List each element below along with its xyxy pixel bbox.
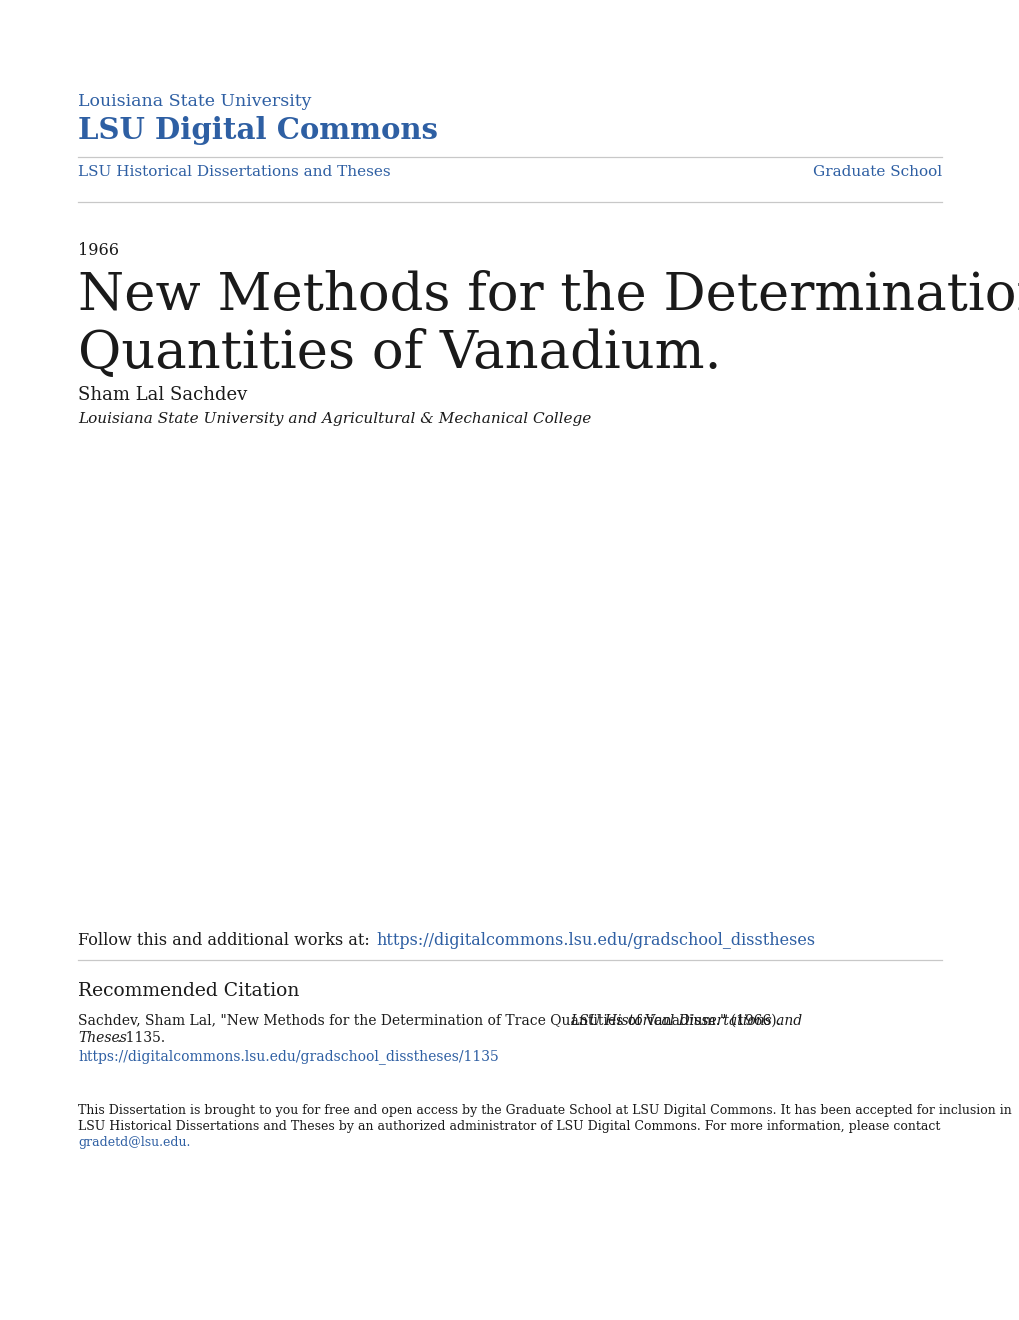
- Text: Sham Lal Sachdev: Sham Lal Sachdev: [77, 385, 247, 404]
- Text: https://digitalcommons.lsu.edu/gradschool_disstheses/1135: https://digitalcommons.lsu.edu/gradschoo…: [77, 1049, 498, 1064]
- Text: New Methods for the Determination of Trace: New Methods for the Determination of Tra…: [77, 271, 1019, 321]
- Text: 1966: 1966: [77, 242, 119, 259]
- Text: This Dissertation is brought to you for free and open access by the Graduate Sch: This Dissertation is brought to you for …: [77, 1104, 1011, 1117]
- Text: Recommended Citation: Recommended Citation: [77, 982, 300, 1001]
- Text: Louisiana State University and Agricultural & Mechanical College: Louisiana State University and Agricultu…: [77, 412, 591, 426]
- Text: https://digitalcommons.lsu.edu/gradschool_disstheses: https://digitalcommons.lsu.edu/gradschoo…: [376, 932, 814, 949]
- Text: Sachdev, Sham Lal, "New Methods for the Determination of Trace Quantities of Van: Sachdev, Sham Lal, "New Methods for the …: [77, 1014, 785, 1028]
- Text: Graduate School: Graduate School: [812, 165, 942, 180]
- Text: LSU Digital Commons: LSU Digital Commons: [77, 116, 437, 145]
- Text: Follow this and additional works at:: Follow this and additional works at:: [77, 932, 375, 949]
- Text: Theses: Theses: [77, 1031, 126, 1045]
- Text: LSU Historical Dissertations and Theses by an authorized administrator of LSU Di: LSU Historical Dissertations and Theses …: [77, 1119, 940, 1133]
- Text: LSU Historical Dissertations and: LSU Historical Dissertations and: [570, 1014, 801, 1028]
- Text: Louisiana State University: Louisiana State University: [77, 92, 311, 110]
- Text: . 1135.: . 1135.: [117, 1031, 165, 1045]
- Text: LSU Historical Dissertations and Theses: LSU Historical Dissertations and Theses: [77, 165, 390, 180]
- Text: gradetd@lsu.edu.: gradetd@lsu.edu.: [77, 1137, 191, 1148]
- Text: Quantities of Vanadium.: Quantities of Vanadium.: [77, 327, 720, 379]
